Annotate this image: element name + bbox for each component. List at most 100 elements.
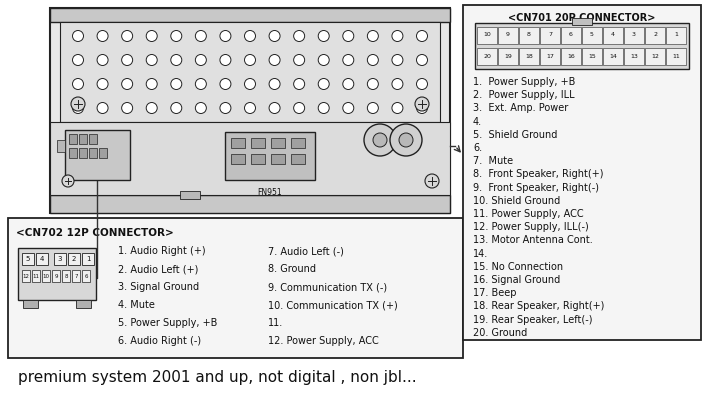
- Circle shape: [220, 79, 231, 89]
- Bar: [50, 122, 450, 195]
- Circle shape: [318, 79, 329, 89]
- Bar: [645, 27, 665, 44]
- Bar: [65, 130, 130, 180]
- Text: 4.: 4.: [473, 117, 482, 126]
- Text: 12: 12: [651, 53, 659, 59]
- Bar: [60, 22, 440, 122]
- Circle shape: [294, 55, 305, 65]
- Circle shape: [122, 79, 133, 89]
- Circle shape: [367, 30, 379, 41]
- Bar: [519, 27, 539, 44]
- Circle shape: [399, 133, 413, 147]
- Circle shape: [392, 103, 403, 113]
- Text: 13. Motor Antenna Cont.: 13. Motor Antenna Cont.: [473, 235, 593, 245]
- Text: 14.: 14.: [473, 249, 489, 259]
- Text: 5. Power Supply, +B: 5. Power Supply, +B: [118, 318, 217, 328]
- Bar: [89, 148, 97, 158]
- Circle shape: [171, 103, 182, 113]
- Bar: [561, 27, 581, 44]
- Bar: [225, 132, 315, 180]
- Text: 10. Shield Ground: 10. Shield Ground: [473, 196, 560, 206]
- Circle shape: [73, 79, 83, 89]
- Text: 3. Signal Ground: 3. Signal Ground: [118, 282, 199, 292]
- Circle shape: [425, 174, 439, 188]
- Bar: [271, 154, 285, 164]
- Circle shape: [417, 30, 427, 41]
- Text: 14: 14: [609, 53, 617, 59]
- Bar: [624, 48, 644, 65]
- Text: 1: 1: [674, 32, 678, 38]
- Text: 9. Communication TX (-): 9. Communication TX (-): [268, 282, 387, 292]
- Text: 2: 2: [653, 32, 657, 38]
- Bar: [645, 48, 665, 65]
- Text: 1.  Power Supply, +B: 1. Power Supply, +B: [473, 77, 575, 87]
- Text: 11.: 11.: [268, 318, 283, 328]
- Circle shape: [417, 103, 427, 113]
- Circle shape: [415, 97, 429, 111]
- Text: 19. Rear Speaker, Left(-): 19. Rear Speaker, Left(-): [473, 314, 592, 325]
- Circle shape: [343, 55, 354, 65]
- Bar: [42, 270, 50, 282]
- Bar: [251, 154, 265, 164]
- Text: 17: 17: [546, 53, 554, 59]
- Circle shape: [245, 103, 255, 113]
- Text: 17. Beep: 17. Beep: [473, 288, 517, 298]
- Text: 18: 18: [525, 53, 533, 59]
- Text: 2: 2: [72, 256, 76, 262]
- Bar: [624, 27, 644, 44]
- Text: 3: 3: [632, 32, 636, 38]
- Bar: [82, 270, 90, 282]
- Bar: [50, 195, 450, 213]
- Circle shape: [73, 30, 83, 41]
- Text: 20: 20: [483, 53, 491, 59]
- Text: 15: 15: [588, 53, 596, 59]
- Circle shape: [97, 30, 108, 41]
- Circle shape: [294, 79, 305, 89]
- Circle shape: [146, 30, 157, 41]
- Bar: [22, 270, 30, 282]
- Text: <CN702 12P CONNECTOR>: <CN702 12P CONNECTOR>: [16, 228, 173, 238]
- Bar: [251, 138, 265, 148]
- Bar: [463, 5, 701, 340]
- Text: premium system 2001 and up, not digital , non jbl...: premium system 2001 and up, not digital …: [18, 370, 417, 385]
- Bar: [582, 48, 602, 65]
- Circle shape: [318, 55, 329, 65]
- Text: 7: 7: [548, 32, 552, 38]
- Circle shape: [367, 103, 379, 113]
- Bar: [475, 23, 689, 69]
- Bar: [519, 48, 539, 65]
- Text: 15. No Connection: 15. No Connection: [473, 262, 563, 272]
- Bar: [50, 8, 450, 213]
- Circle shape: [146, 79, 157, 89]
- Circle shape: [195, 79, 207, 89]
- Circle shape: [97, 79, 108, 89]
- Circle shape: [171, 79, 182, 89]
- Circle shape: [392, 30, 403, 41]
- Circle shape: [343, 79, 354, 89]
- Text: 8.  Front Speaker, Right(+): 8. Front Speaker, Right(+): [473, 170, 603, 180]
- Bar: [32, 270, 40, 282]
- Circle shape: [195, 103, 207, 113]
- Text: 9: 9: [506, 32, 510, 38]
- Text: 10: 10: [483, 32, 491, 38]
- Bar: [18, 248, 96, 300]
- Text: 11. Power Supply, ACC: 11. Power Supply, ACC: [473, 209, 584, 219]
- Text: 4: 4: [39, 256, 44, 262]
- Circle shape: [417, 79, 427, 89]
- Text: 11: 11: [32, 273, 39, 279]
- Bar: [291, 138, 305, 148]
- Bar: [231, 154, 245, 164]
- Circle shape: [269, 103, 280, 113]
- Bar: [180, 191, 200, 199]
- Bar: [271, 138, 285, 148]
- Text: 7.  Mute: 7. Mute: [473, 156, 513, 166]
- Text: 10. Communication TX (+): 10. Communication TX (+): [268, 300, 398, 310]
- Bar: [82, 253, 94, 265]
- Text: 10: 10: [42, 273, 49, 279]
- Bar: [99, 148, 107, 158]
- Text: 12. Power Supply, ILL(-): 12. Power Supply, ILL(-): [473, 222, 589, 232]
- Bar: [57, 140, 65, 152]
- Text: 5.  Shield Ground: 5. Shield Ground: [473, 130, 558, 140]
- Circle shape: [245, 30, 255, 41]
- Circle shape: [62, 175, 74, 187]
